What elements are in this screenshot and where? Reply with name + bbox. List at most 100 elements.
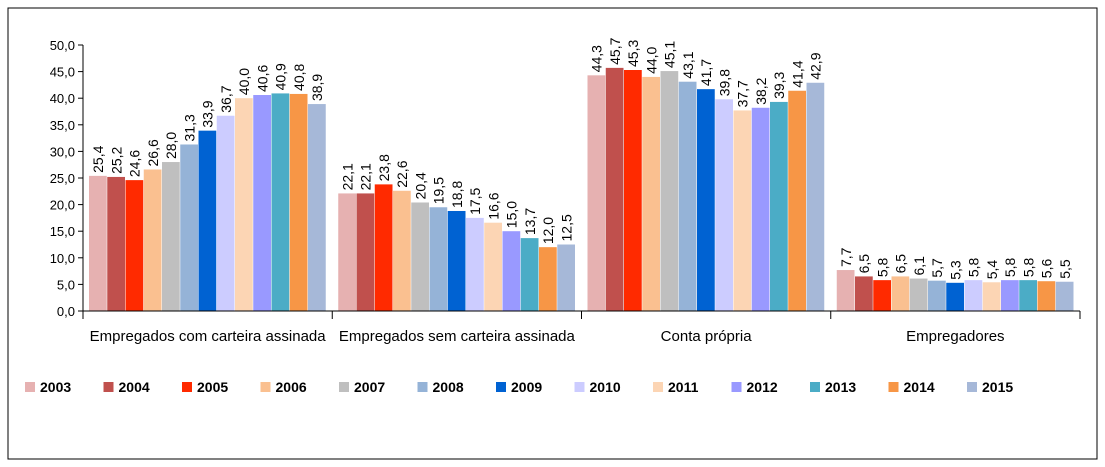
bar — [253, 95, 271, 312]
value-label: 5,8 — [966, 257, 982, 277]
bar — [982, 282, 1001, 311]
value-label: 33,9 — [200, 100, 216, 127]
value-label: 5,8 — [874, 257, 890, 277]
bar — [806, 82, 825, 311]
value-label: 41,7 — [698, 59, 714, 86]
bar — [484, 222, 502, 311]
bar — [1055, 281, 1074, 311]
value-label: 18,8 — [449, 181, 465, 208]
value-label: 19,5 — [431, 177, 447, 204]
bar — [429, 207, 448, 311]
value-label: 5,7 — [929, 258, 945, 278]
legend-label: 2007 — [354, 379, 385, 395]
value-label: 22,6 — [394, 160, 410, 187]
y-tick-label: 50,0 — [50, 38, 75, 53]
category-label-box: Conta própria — [661, 328, 752, 345]
value-label: 45,3 — [625, 40, 641, 67]
value-label: 39,3 — [771, 71, 787, 98]
value-label: 31,3 — [181, 114, 197, 141]
value-label: 26,6 — [145, 139, 161, 166]
bar — [964, 280, 983, 311]
bar — [143, 169, 162, 311]
value-label: 20,4 — [412, 172, 428, 199]
bar — [271, 93, 290, 311]
bar — [1001, 280, 1019, 311]
bar — [605, 67, 624, 311]
bar — [697, 89, 715, 311]
bar — [198, 130, 217, 311]
x-tick-label: Empregados com carteira assinada — [89, 328, 326, 345]
bar — [216, 115, 235, 311]
y-tick-label: 5,0 — [57, 277, 75, 292]
legend-swatch — [888, 382, 899, 392]
category-label-box: Empregados com carteira assinada — [89, 328, 326, 345]
value-label: 39,8 — [716, 69, 732, 96]
legend-swatch — [496, 382, 506, 392]
legend-swatch — [967, 382, 977, 392]
bar — [411, 202, 429, 311]
legend-label: 2008 — [433, 379, 464, 395]
bar — [928, 280, 946, 311]
bar — [1019, 280, 1037, 311]
y-tick-label: 45,0 — [50, 65, 75, 80]
legend-swatch — [417, 382, 428, 392]
bar — [125, 180, 144, 311]
bar — [289, 93, 308, 311]
bar — [89, 175, 107, 311]
value-label: 22,1 — [339, 163, 355, 190]
legend-label: 2009 — [511, 379, 542, 395]
legend-swatch — [731, 382, 742, 392]
y-tick-label: 40,0 — [50, 91, 75, 106]
value-label: 38,9 — [309, 74, 325, 101]
legend-label: 2011 — [668, 379, 699, 395]
bar — [107, 176, 125, 311]
bar — [356, 193, 375, 311]
value-label: 25,4 — [90, 145, 106, 172]
legend-swatch — [339, 382, 349, 392]
bar — [855, 276, 873, 311]
chart-border — [7, 7, 1098, 460]
x-tick-label: Empregados sem carteira assinada — [338, 328, 575, 345]
legend-label: 2006 — [276, 379, 307, 395]
bar — [374, 184, 393, 311]
value-label: 41,4 — [789, 60, 805, 87]
legend-swatch — [810, 382, 820, 392]
bar — [836, 270, 855, 311]
value-label: 37,7 — [735, 80, 751, 107]
value-label: 16,6 — [485, 192, 501, 219]
legend-label: 2012 — [747, 379, 778, 395]
value-label: 43,1 — [680, 51, 696, 78]
bar — [557, 244, 575, 311]
bar — [1037, 281, 1056, 311]
legend-swatch — [182, 382, 192, 392]
legend-swatch — [260, 382, 271, 392]
bar — [308, 104, 326, 311]
value-label: 5,8 — [1020, 257, 1036, 277]
bar — [520, 238, 539, 311]
bar — [466, 217, 484, 311]
legend-swatch — [103, 382, 114, 392]
value-label: 6,5 — [856, 254, 872, 274]
category-label-box: Empregados sem carteira assinada — [338, 328, 575, 345]
value-label: 23,8 — [376, 154, 392, 181]
value-label: 24,6 — [127, 150, 143, 177]
value-label: 40,0 — [236, 68, 252, 95]
value-label: 15,0 — [504, 201, 520, 228]
value-label: 36,7 — [218, 85, 234, 112]
bar — [733, 110, 752, 311]
legend-label: 2003 — [40, 379, 71, 395]
bar — [770, 101, 788, 311]
bar — [660, 71, 679, 312]
value-label: 6,1 — [911, 256, 927, 276]
value-label: 25,2 — [108, 146, 124, 173]
legend-label: 2014 — [904, 379, 935, 395]
value-label: 40,6 — [254, 65, 270, 92]
bar — [678, 81, 697, 311]
value-label: 28,0 — [163, 132, 179, 159]
value-label: 40,8 — [291, 63, 307, 90]
value-label: 6,5 — [893, 254, 909, 274]
bar — [235, 98, 253, 311]
value-label: 44,3 — [589, 45, 605, 72]
value-label: 17,5 — [467, 187, 483, 214]
